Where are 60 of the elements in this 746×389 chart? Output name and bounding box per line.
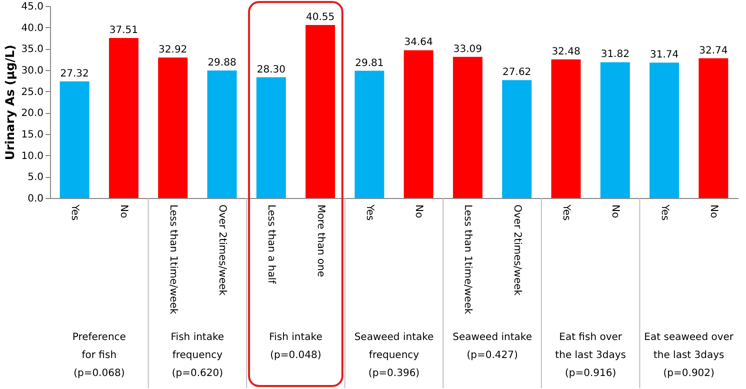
bar [207,70,237,198]
data-label: 32.74 [699,45,728,56]
data-label: 29.88 [208,58,236,69]
data-label: 40.55 [306,12,335,23]
data-label: 34.64 [404,37,433,48]
bar [698,58,728,198]
text: Fish intake frequency (p=0.620) [170,332,224,379]
data-label: 33.09 [453,44,482,55]
y-tick-label: 10.0 [21,150,44,162]
x-tick-label: Yes [560,204,572,221]
y-tick-label: 45.0 [21,2,44,12]
y-tick-label: 30.0 [21,66,44,76]
x-tick-label: Less than 1time/week [167,204,178,314]
data-label: 32.92 [158,44,188,56]
x-tick-label: Yes [364,204,375,221]
text: Seaweed intake frequency (p=0.396) [354,332,434,379]
text: Fish intake (p=0.048) [269,332,322,361]
x-tick-label: Over 2times/week [216,204,228,296]
bar [551,59,581,198]
y-tick-label: 40.0 [21,22,44,34]
bar [158,58,188,198]
x-tick-label: Yes [69,204,80,221]
data-label: 29.81 [355,58,384,69]
x-tick-label: More than one [314,204,326,277]
data-label: 31.82 [600,49,630,60]
data-label: 28.30 [256,64,286,76]
data-label: 37.51 [109,24,138,36]
bar [404,50,434,198]
bar [256,77,286,198]
y-tick-label: 5.0 [28,172,44,184]
bar [60,81,90,198]
bar [502,80,532,198]
x-tick-label: Over 2times/week [511,204,522,296]
x-tick-label: No [708,204,719,218]
x-tick-label: Less than 1time/week [462,204,474,314]
bar [354,70,384,198]
x-tick-label: Less than a half [266,204,277,284]
data-label: 27.62 [502,67,532,78]
data-label: 32.48 [552,46,580,58]
bar [600,62,630,198]
data-label: 31.74 [650,50,679,61]
y-tick-label: 0.0 [28,194,44,204]
y-tick-label: 25.0 [21,86,44,98]
x-tick-label: Yes [658,204,670,221]
text: Eat seaweed over the last 3days (p=0.902) [644,332,734,379]
bar [452,56,482,198]
y-tick-label: 15.0 [21,130,44,140]
x-tick-label: No [610,204,621,218]
y-tick-label: 35.0 [21,44,44,56]
bar [650,62,680,198]
bar [306,24,336,198]
x-tick-label: No [118,204,130,218]
bar [108,38,138,198]
text: Preference for fish (p=0.068) [72,332,126,379]
x-tick-label: No [413,204,424,218]
data-label: 27.32 [60,68,89,80]
text: Eat fish over the last 3days (p=0.916) [555,332,626,379]
y-axis-title: Urinary As (µg/L) [3,44,18,160]
y-tick-label: 20.0 [21,108,44,120]
text: Seaweed intake (p=0.427) [452,332,532,361]
